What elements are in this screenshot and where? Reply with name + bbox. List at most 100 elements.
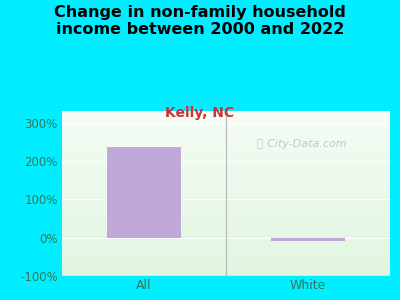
Bar xyxy=(62,265,390,266)
Bar xyxy=(62,208,390,210)
Bar xyxy=(62,194,390,195)
Bar xyxy=(62,192,390,194)
Bar xyxy=(62,218,390,220)
Bar xyxy=(271,238,345,242)
Bar xyxy=(62,221,390,223)
Bar xyxy=(62,124,390,126)
Bar xyxy=(62,235,390,236)
Bar xyxy=(107,148,181,238)
Bar xyxy=(62,274,390,276)
Bar xyxy=(62,233,390,235)
Bar xyxy=(62,144,390,146)
Bar xyxy=(62,226,390,228)
Bar xyxy=(62,162,390,164)
Bar xyxy=(62,114,390,116)
Bar xyxy=(62,121,390,122)
Bar xyxy=(62,142,390,144)
Bar xyxy=(62,165,390,167)
Bar xyxy=(62,245,390,246)
Bar xyxy=(62,205,390,207)
Bar xyxy=(62,180,390,182)
Bar xyxy=(62,172,390,174)
Bar xyxy=(62,203,390,205)
Bar xyxy=(62,197,390,199)
Bar xyxy=(62,225,390,226)
Bar xyxy=(62,263,390,265)
Bar xyxy=(62,170,390,172)
Bar xyxy=(62,246,390,248)
Bar xyxy=(62,169,390,170)
Bar xyxy=(62,268,390,269)
Bar xyxy=(62,253,390,254)
Bar xyxy=(62,160,390,162)
Bar xyxy=(62,164,390,165)
Bar xyxy=(62,132,390,134)
Bar xyxy=(62,174,390,175)
Bar xyxy=(62,112,390,114)
Text: Kelly, NC: Kelly, NC xyxy=(166,106,234,121)
Bar xyxy=(62,139,390,141)
Bar xyxy=(62,128,390,129)
Bar xyxy=(62,151,390,152)
Bar xyxy=(62,254,390,256)
Bar xyxy=(62,155,390,157)
Bar xyxy=(62,228,390,230)
Bar xyxy=(62,273,390,274)
Bar xyxy=(62,175,390,177)
Bar xyxy=(62,258,390,260)
Bar xyxy=(62,141,390,142)
Bar xyxy=(62,251,390,253)
Bar xyxy=(62,202,390,203)
Bar xyxy=(62,240,390,241)
Bar xyxy=(62,182,390,184)
Text: ⓘ City-Data.com: ⓘ City-Data.com xyxy=(257,139,346,149)
Bar xyxy=(62,159,390,160)
Bar xyxy=(62,134,390,136)
Bar xyxy=(62,154,390,155)
Bar xyxy=(62,118,390,119)
Bar xyxy=(62,241,390,243)
Bar xyxy=(62,119,390,121)
Bar xyxy=(62,215,390,217)
Bar xyxy=(62,116,390,118)
Bar xyxy=(62,256,390,258)
Bar xyxy=(62,213,390,215)
Bar xyxy=(62,190,390,192)
Bar xyxy=(62,200,390,202)
Bar xyxy=(62,250,390,251)
Bar xyxy=(62,129,390,131)
Bar xyxy=(62,111,390,112)
Bar xyxy=(62,149,390,151)
Bar xyxy=(62,248,390,250)
Bar xyxy=(62,187,390,188)
Bar xyxy=(62,260,390,261)
Bar xyxy=(62,210,390,212)
Bar xyxy=(62,266,390,268)
Bar xyxy=(62,232,390,233)
Bar xyxy=(62,178,390,180)
Bar xyxy=(62,126,390,128)
Bar xyxy=(62,137,390,139)
Bar xyxy=(62,220,390,221)
Bar xyxy=(62,147,390,149)
Bar xyxy=(62,152,390,154)
Bar xyxy=(62,269,390,271)
Bar xyxy=(62,157,390,159)
Bar xyxy=(62,122,390,124)
Bar xyxy=(62,184,390,185)
Bar xyxy=(62,212,390,213)
Bar xyxy=(62,167,390,169)
Bar xyxy=(62,230,390,232)
Bar xyxy=(62,188,390,190)
Bar xyxy=(62,199,390,200)
Text: Change in non-family household
income between 2000 and 2022: Change in non-family household income be… xyxy=(54,4,346,37)
Bar xyxy=(62,236,390,238)
Bar xyxy=(62,207,390,208)
Bar xyxy=(62,271,390,273)
Bar xyxy=(62,185,390,187)
Bar xyxy=(62,195,390,197)
Bar xyxy=(62,261,390,263)
Bar xyxy=(62,146,390,147)
Bar xyxy=(62,223,390,225)
Bar xyxy=(62,136,390,137)
